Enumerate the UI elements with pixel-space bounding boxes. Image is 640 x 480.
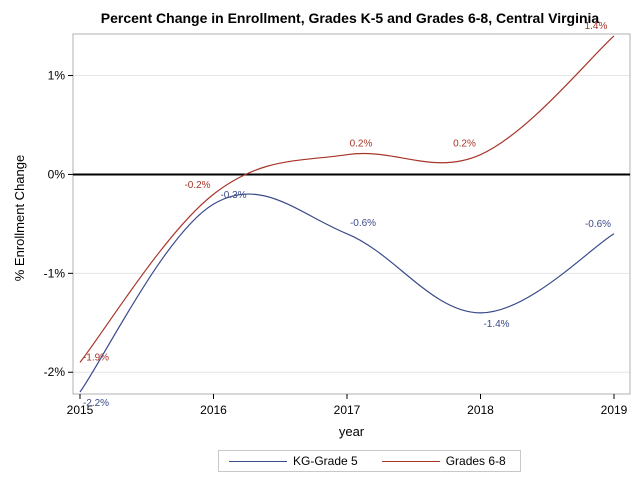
data-label: 1.4% (585, 21, 608, 32)
series-line-1 (79, 35, 615, 363)
y-tick-label: -2% (44, 365, 66, 379)
data-label: -0.2% (184, 180, 210, 191)
legend-item-grades-6-8: Grades 6-8 (381, 454, 506, 468)
series-line-0 (79, 193, 615, 393)
legend-swatch (381, 460, 440, 462)
chart-title: Percent Change in Enrollment, Grades K-5… (100, 10, 600, 26)
data-label: -2.2% (83, 398, 109, 409)
data-label: 0.2% (350, 139, 373, 150)
data-label: 0.2% (453, 139, 476, 150)
legend-label: Grades 6-8 (445, 454, 506, 468)
plot-frame (72, 33, 631, 395)
y-tick-label: -1% (44, 266, 66, 280)
x-tick-label: 2017 (334, 403, 361, 417)
y-tick-label: 0% (48, 167, 66, 181)
x-tick-label: 2016 (200, 403, 227, 417)
x-tick-label: 2015 (67, 403, 94, 417)
x-axis-label: year (339, 424, 365, 439)
data-label: -1.9% (83, 352, 109, 363)
x-tick-label: 2018 (467, 403, 494, 417)
x-tick-label: 2019 (601, 403, 628, 417)
legend-label: KG-Grade 5 (293, 454, 358, 468)
y-axis-label: % Enrollment Change (12, 155, 27, 281)
data-label: -0.6% (350, 218, 376, 229)
y-tick-label: 1% (48, 69, 66, 83)
legend-swatch (229, 460, 287, 462)
data-label: -0.6% (585, 219, 611, 230)
legend: KG-Grade 5 Grades 6-8 (218, 450, 521, 472)
data-label: -0.3% (220, 190, 246, 201)
legend-item-kg-grade-5: KG-Grade 5 (229, 454, 358, 468)
data-label: -1.4% (483, 319, 509, 330)
